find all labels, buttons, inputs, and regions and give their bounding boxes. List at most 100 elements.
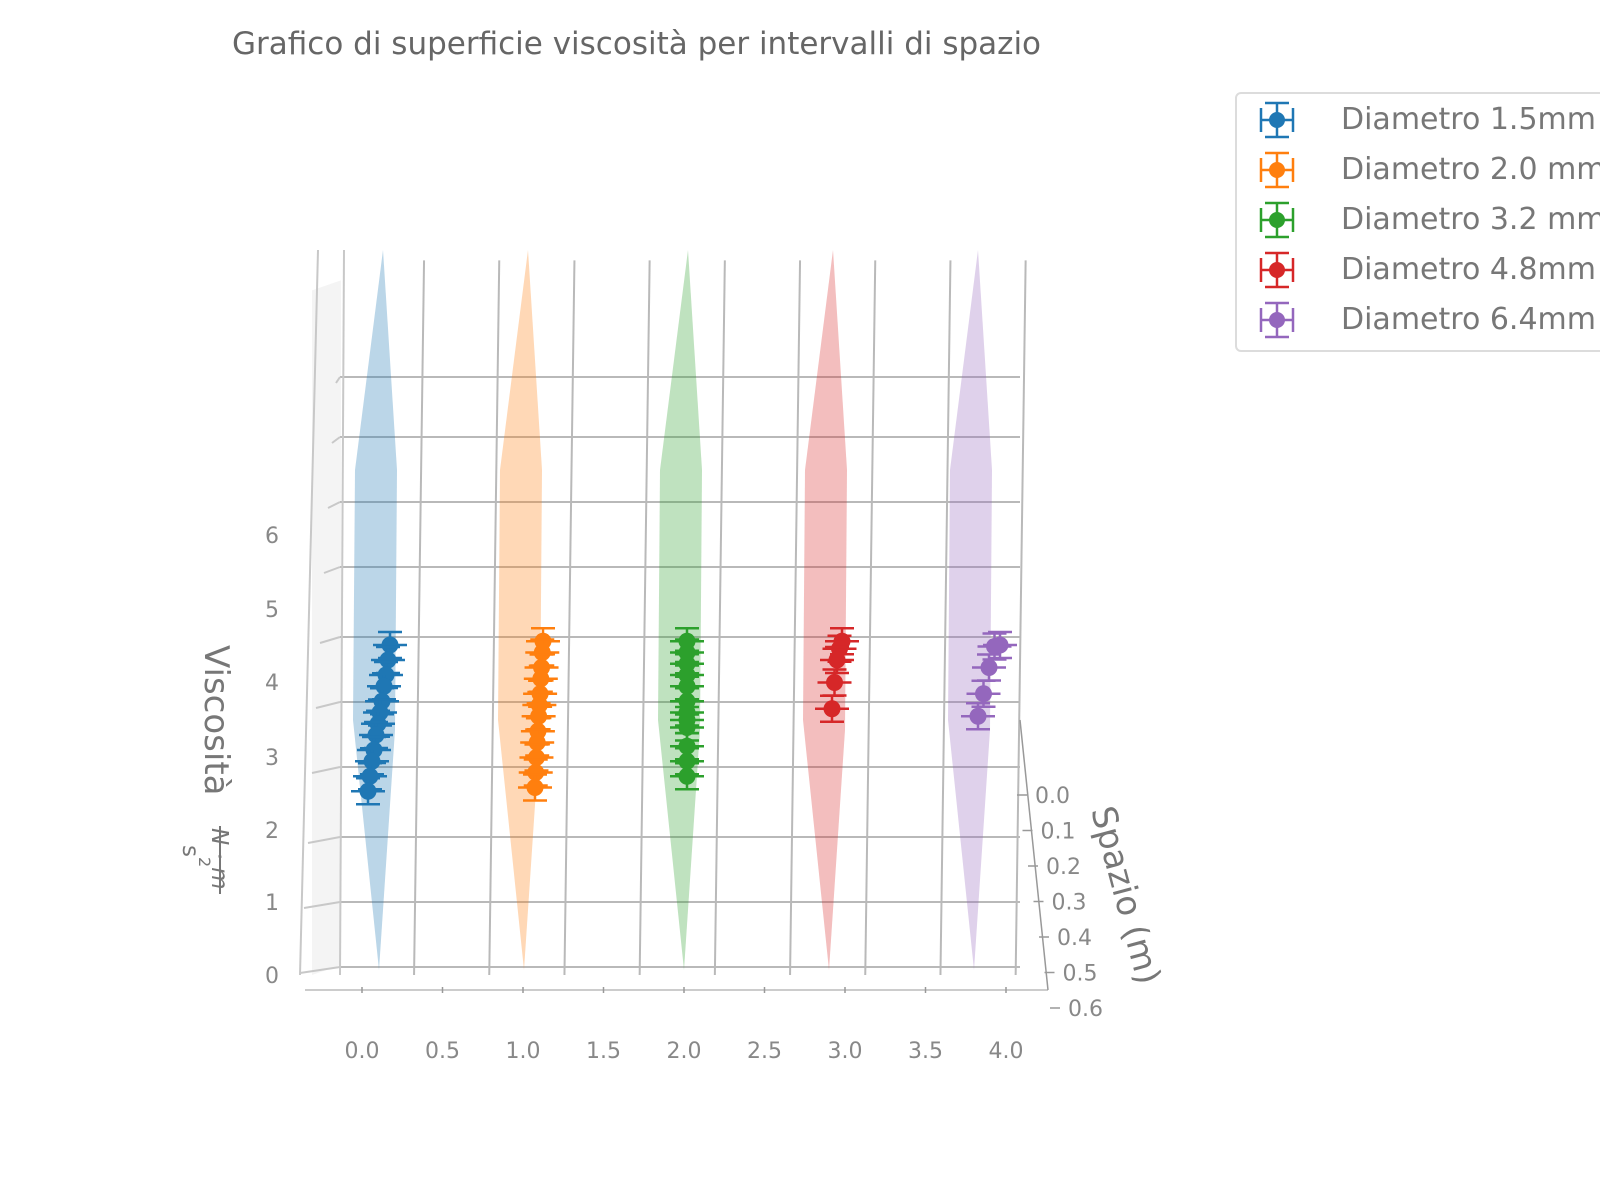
grid-left (327, 501, 341, 509)
marker (975, 685, 992, 703)
y-tick-label: 0.1 (1041, 820, 1076, 845)
legend-marker (1259, 301, 1295, 339)
legend-marker (1259, 151, 1295, 189)
y-tick-label: 0.4 (1057, 926, 1092, 951)
data-points (351, 627, 1017, 806)
grid-x (488, 260, 501, 976)
marker (969, 707, 987, 725)
grid-x (1014, 260, 1027, 976)
legend-item: Diametro 4.8mm (1237, 250, 1600, 290)
surface-4 (803, 250, 847, 970)
legend-label: Diametro 3.2 mm (1341, 202, 1600, 237)
grid-x (939, 260, 952, 976)
marker (826, 674, 843, 691)
marker (678, 737, 696, 755)
grid-left (307, 836, 341, 844)
marker (678, 752, 696, 770)
z-tick-label: 5 (265, 598, 279, 623)
grid-lines (299, 249, 1049, 991)
grid-left (323, 566, 341, 574)
grid-x (864, 260, 877, 976)
grid-left (303, 901, 341, 909)
z-tick-label: 0 (265, 964, 279, 989)
legend-marker (1259, 101, 1295, 139)
point-4 (815, 694, 849, 723)
z-tick-label: 2 (265, 819, 279, 844)
z-tick-label: 4 (265, 671, 279, 696)
y-tick-label: 0.5 (1063, 962, 1098, 987)
marker (530, 707, 548, 725)
marker (828, 651, 846, 669)
x-tick-label: 2.5 (747, 1039, 782, 1064)
grid-x (713, 260, 726, 976)
z-tick-label: 3 (265, 746, 279, 771)
grid-left (315, 701, 341, 709)
grid-left (319, 636, 341, 644)
y-axis-line (1019, 719, 1049, 991)
point-5 (966, 679, 1001, 708)
marker (678, 677, 696, 695)
legend-dot (1269, 162, 1285, 178)
x-tick-label: 2.0 (667, 1039, 702, 1064)
x-tick-label: 0.0 (345, 1039, 380, 1064)
grid-left (335, 376, 341, 384)
marker (678, 719, 696, 736)
marker (367, 726, 385, 744)
grid-left (331, 436, 341, 444)
marker (823, 700, 841, 718)
x-tick-label: 3.5 (908, 1039, 943, 1064)
marker (359, 782, 377, 800)
left-back-edge (339, 249, 345, 976)
legend-label: Diametro 1.5mm (1341, 102, 1596, 137)
marker (361, 767, 379, 785)
legend-dot (1269, 212, 1285, 228)
grid-x (638, 260, 651, 976)
marker (532, 670, 550, 688)
z-tick-label: 6 (265, 524, 279, 549)
grid-x (563, 260, 576, 976)
point-1 (351, 777, 385, 806)
axis-panes (312, 280, 988, 975)
x-tick-label: 1.0 (506, 1039, 541, 1064)
chart-title: Grafico di superficie viscosità per inte… (232, 26, 1042, 62)
x-tick-label: 4.0 (989, 1039, 1024, 1064)
legend-label: Diametro 2.0 mm (1341, 152, 1600, 187)
grid-left (299, 966, 341, 974)
grid-left (311, 766, 341, 774)
marker (980, 659, 998, 676)
legend-item: Diametro 6.4mm (1237, 300, 1600, 340)
zlabel-den: s (177, 845, 203, 857)
left-edge (299, 249, 319, 976)
marker (381, 636, 399, 654)
x-tick-label: 3.0 (828, 1039, 863, 1064)
x-tick-label: 0.5 (425, 1039, 460, 1064)
zlabel-main: Viscosità (196, 645, 236, 796)
y-tick-label: 0.2 (1046, 855, 1081, 880)
tick-labels: 0.0 0.5 1.0 1.5 2.0 2.5 3.0 3.5 4.0 0 1 2 3 4 5 6 0.0 0.1… (265, 524, 1103, 1064)
legend-label: Diametro 4.8mm (1341, 252, 1596, 287)
legend-item: Diametro 1.5mm (1237, 100, 1600, 140)
point-4 (820, 645, 854, 675)
marker (526, 779, 544, 796)
marker (533, 644, 551, 661)
point-3 (670, 762, 704, 791)
marker (527, 749, 545, 766)
legend-dot (1269, 262, 1285, 278)
y-tick-label: 0.6 (1068, 997, 1103, 1022)
marker (986, 638, 1003, 655)
marker (379, 651, 397, 669)
point-5 (961, 702, 995, 731)
marker (527, 764, 545, 781)
marker (375, 677, 393, 695)
grid-x (413, 260, 426, 976)
legend-dot (1269, 312, 1285, 328)
left-pane (312, 280, 341, 975)
x-tick-label: 1.5 (586, 1039, 621, 1064)
surfaces (353, 250, 992, 970)
legend-dot (1269, 112, 1285, 128)
grid-x (789, 260, 802, 976)
y-tick-label: 0.0 (1035, 784, 1070, 809)
z-tick-label: 1 (265, 891, 279, 916)
legend-marker (1259, 201, 1295, 239)
legend-item: Diametro 2.0 mm (1237, 150, 1600, 190)
